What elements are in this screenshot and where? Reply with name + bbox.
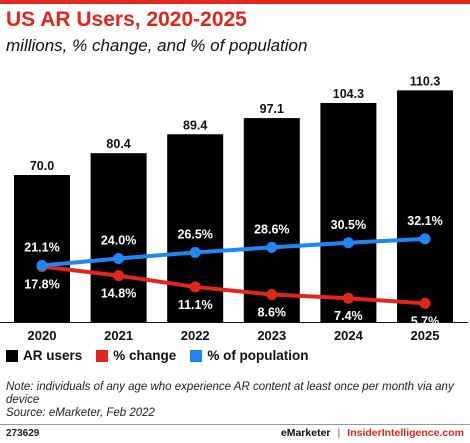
footer-divider [0, 424, 470, 425]
population-label-2023: 28.6% [254, 222, 289, 236]
x-tick-label-2025: 2025 [411, 328, 440, 343]
chart-id: 273629 [6, 428, 40, 439]
change-point-2022 [189, 281, 201, 293]
change-label-2021: 14.8% [101, 287, 136, 301]
chart-subtitle: millions, % change, and % of population [6, 36, 308, 55]
population-point-2024 [342, 237, 354, 249]
change-label-2024: 7.4% [334, 309, 363, 323]
bar-label-2021: 80.4 [106, 137, 130, 151]
x-tick-label-2021: 2021 [104, 328, 133, 343]
chart-title: US AR Users, 2020-2025 [6, 8, 247, 31]
brand-insider-intelligence: InsiderIntelligence.com [347, 427, 464, 439]
population-point-2022 [189, 246, 201, 258]
bar-2020 [14, 175, 70, 322]
population-line [41, 236, 426, 268]
change-label-2023: 8.6% [258, 306, 287, 320]
note-text: Note: individuals of any age who experie… [6, 381, 454, 406]
legend-swatch-ar-users [6, 349, 18, 362]
legend-item-change: % change [96, 348, 176, 363]
population-point-2020 [36, 260, 48, 271]
x-tick-label-2024: 2024 [334, 328, 364, 343]
legend-item-population: % of population [190, 348, 309, 363]
bar-label-2020: 70.0 [30, 159, 54, 173]
change-point-2023 [266, 289, 278, 301]
bar-2023 [243, 118, 300, 322]
population-label-2021: 24.0% [101, 233, 136, 247]
population-point-2023 [266, 241, 278, 253]
top-accent-bar [0, 0, 470, 4]
x-tick-label-2020: 2020 [28, 328, 57, 343]
legend-label-population: % of population [207, 348, 309, 363]
population-point-2021 [113, 252, 125, 264]
bar-label-2024: 104.3 [333, 87, 364, 101]
legend-label-ar-users: AR users [23, 348, 83, 363]
population-label-2022: 26.5% [177, 227, 212, 241]
change-label-2025: 5.7% [411, 314, 440, 328]
footnote: Note: individuals of any age who experie… [6, 381, 461, 420]
x-tick-label-2023: 2023 [257, 328, 286, 343]
source-text: Source: eMarketer, Feb 2022 [6, 407, 155, 419]
legend-swatch-change [96, 349, 109, 362]
population-label-2025: 32.1% [407, 214, 442, 228]
bar-2021 [90, 153, 147, 322]
bar-2025 [397, 90, 453, 323]
legend-label-change: % change [113, 348, 177, 363]
brand-emarketer: eMarketer [280, 427, 331, 439]
population-label-2024: 30.5% [331, 218, 366, 232]
change-point-2024 [342, 292, 354, 304]
population-point-2025 [419, 233, 431, 245]
population-label-2020: 21.1% [24, 241, 59, 255]
legend-swatch-population [190, 349, 203, 362]
change-point-2025 [419, 297, 431, 309]
bar-label-2023: 97.1 [260, 102, 284, 116]
change-line [41, 264, 426, 306]
x-tick-label-2022: 2022 [181, 328, 210, 343]
bar-label-2022: 89.4 [183, 118, 207, 132]
chart-canvas: 70.0 80.4 89.4 97.1 104.3 110.3 2020 2021 2022 20… [0, 74, 468, 343]
legend: AR users % change % of population [6, 348, 323, 363]
bar-2024 [320, 102, 377, 322]
change-point-2021 [113, 270, 125, 282]
bar-label-2025: 110.3 [410, 74, 441, 88]
change-label-2022: 11.1% [178, 298, 213, 312]
footer-brand: eMarketer | InsiderIntelligence.com [281, 427, 464, 439]
change-label-2020: 17.8% [24, 278, 59, 292]
brand-separator: | [337, 427, 341, 439]
legend-item-ar-users: AR users [6, 348, 82, 363]
